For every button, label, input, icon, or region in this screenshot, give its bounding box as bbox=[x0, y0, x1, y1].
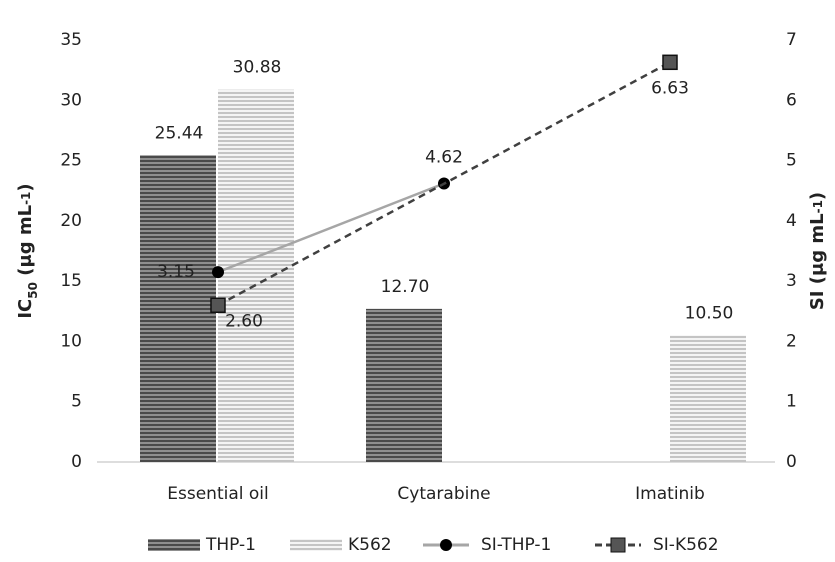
line-value-label: 4.62 bbox=[425, 147, 463, 167]
y-tick-label: 35 bbox=[60, 30, 82, 50]
line-value-label: 3.15 bbox=[157, 262, 195, 282]
legend-label: SI-THP-1 bbox=[481, 535, 551, 555]
y2-axis-title-part: -1 bbox=[811, 200, 825, 213]
y2-tick-label: 7 bbox=[786, 30, 797, 50]
legend-label: SI-K562 bbox=[653, 535, 719, 555]
y-tick-label: 20 bbox=[60, 211, 82, 231]
legend-swatch bbox=[290, 539, 342, 551]
y-tick-label: 30 bbox=[60, 90, 82, 110]
legend-marker bbox=[440, 539, 452, 551]
x-tick-label: Essential oil bbox=[167, 484, 268, 504]
line-marker bbox=[212, 266, 224, 279]
y-axis-title-part: 50 bbox=[26, 282, 40, 299]
line-value-label: 6.63 bbox=[651, 78, 689, 98]
y2-tick-label: 4 bbox=[786, 211, 797, 231]
bar-value-label: 30.88 bbox=[233, 58, 282, 78]
y-axis-title: IC50 (μg mL-1) bbox=[15, 183, 40, 318]
legend-label: K562 bbox=[348, 535, 392, 555]
y-axis-title-part: ) bbox=[15, 183, 36, 191]
bar bbox=[670, 335, 746, 462]
y2-tick-label: 3 bbox=[786, 271, 797, 291]
line-marker bbox=[210, 297, 226, 314]
y-tick-label: 0 bbox=[71, 452, 82, 472]
x-tick-label: Imatinib bbox=[635, 484, 705, 504]
y-tick-label: 25 bbox=[60, 151, 82, 171]
y2-axis-title-part: ) bbox=[807, 192, 828, 200]
bar-value-label: 12.70 bbox=[381, 277, 430, 297]
y-tick-label: 10 bbox=[60, 331, 82, 351]
y2-axis-title-part: SI (μg mL bbox=[807, 213, 828, 310]
bar-value-label: 10.50 bbox=[685, 303, 734, 323]
y2-tick-label: 0 bbox=[786, 452, 797, 472]
line-marker bbox=[662, 54, 678, 71]
legend-marker bbox=[610, 537, 626, 553]
y2-tick-label: 1 bbox=[786, 392, 797, 412]
y-tick-label: 5 bbox=[71, 392, 82, 412]
y2-tick-label: 2 bbox=[786, 331, 797, 351]
y-tick-label: 15 bbox=[60, 271, 82, 291]
legend-label: THP-1 bbox=[205, 535, 256, 555]
y2-tick-label: 6 bbox=[786, 90, 797, 110]
y-axis-title-part: (μg mL bbox=[15, 205, 36, 282]
x-tick-label: Cytarabine bbox=[397, 484, 490, 504]
bar-value-label: 25.44 bbox=[155, 123, 204, 143]
bar bbox=[218, 89, 294, 463]
y2-axis-title: SI (μg mL-1) bbox=[807, 192, 828, 310]
y-axis-title-part: IC bbox=[15, 299, 36, 319]
bar bbox=[140, 155, 216, 462]
y2-tick-label: 5 bbox=[786, 151, 797, 171]
y-axis-title-part: -1 bbox=[19, 192, 33, 205]
line-value-label: 2.60 bbox=[225, 311, 263, 331]
line bbox=[217, 61, 671, 307]
bar bbox=[366, 308, 442, 462]
line bbox=[217, 182, 445, 274]
legend-swatch bbox=[148, 539, 200, 551]
